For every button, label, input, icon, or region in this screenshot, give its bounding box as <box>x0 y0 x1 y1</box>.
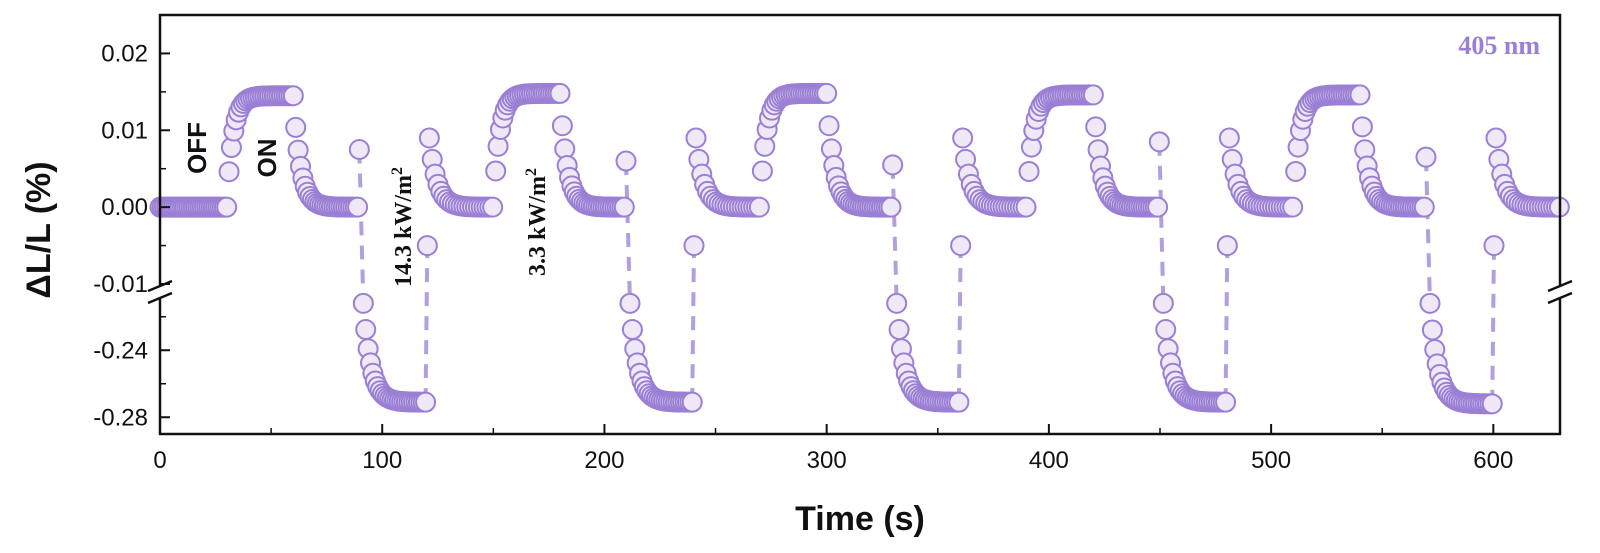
data-point <box>1155 319 1177 341</box>
axis-break-slash <box>1547 291 1573 305</box>
jump-connector <box>690 245 696 403</box>
jump-connector <box>1424 157 1432 304</box>
x-tick-label: 0 <box>153 447 166 474</box>
data-point <box>615 150 637 172</box>
x-tick-label: 100 <box>362 447 402 474</box>
data-point <box>216 196 238 218</box>
data-point <box>282 85 304 107</box>
data-point <box>1421 319 1443 341</box>
jump-connector <box>1157 141 1166 304</box>
jump-connector <box>423 245 430 403</box>
power-high-label: 14.3 kW/m2 <box>389 167 417 287</box>
y-tick-label: -0.01 <box>93 271 148 298</box>
data-point <box>1485 127 1507 149</box>
x-tick-label: 500 <box>1251 447 1291 474</box>
data-layer <box>149 82 1570 415</box>
data-point <box>888 319 910 341</box>
legend-label: 405 nm <box>1458 31 1540 60</box>
power-low-exp: 2 <box>523 168 540 176</box>
data-point <box>1483 235 1505 257</box>
on-label: ON <box>252 139 282 178</box>
data-point <box>355 319 377 341</box>
data-point <box>950 235 972 257</box>
data-point <box>681 391 703 413</box>
data-point <box>1147 196 1169 218</box>
data-point <box>285 116 307 138</box>
data-point <box>880 196 902 218</box>
data-point <box>1082 84 1104 106</box>
data-point <box>1415 146 1437 168</box>
data-point <box>347 196 369 218</box>
data-point <box>621 319 643 341</box>
data-point <box>683 235 705 257</box>
data-point <box>1349 84 1371 106</box>
data-point <box>1085 116 1107 138</box>
data-point <box>886 292 908 314</box>
data-point <box>1216 235 1238 257</box>
axes-layer <box>147 13 1573 436</box>
data-point <box>218 161 240 183</box>
data-point <box>619 292 641 314</box>
x-tick-label: 300 <box>807 447 847 474</box>
data-point <box>416 235 438 257</box>
jump-connector <box>890 164 899 304</box>
off-label: OFF <box>182 122 212 174</box>
y-tick-label: -0.28 <box>93 404 148 431</box>
plot-frame <box>158 13 1562 436</box>
data-point <box>613 196 635 218</box>
data-point <box>1018 160 1040 182</box>
x-axis-title: Time (s) <box>795 500 925 538</box>
data-point <box>1481 393 1503 415</box>
data-point <box>1282 196 1304 218</box>
data-point <box>1351 116 1373 138</box>
y-tick-label: 0.01 <box>101 117 148 144</box>
y-axis-title: ΔL/L (%) <box>20 161 58 298</box>
data-point <box>415 391 437 413</box>
data-point <box>818 115 840 137</box>
data-point <box>1413 196 1435 218</box>
y-tick-label: -0.24 <box>93 337 148 364</box>
power-high-value: 14.3 kW/m <box>391 175 417 287</box>
power-low-value: 3.3 kW/m <box>525 176 551 276</box>
data-point <box>482 196 504 218</box>
x-tick-label: 400 <box>1029 447 1069 474</box>
axis-break-slash <box>147 279 173 293</box>
power-high-exp: 2 <box>389 167 406 175</box>
data-point <box>1015 196 1037 218</box>
data-point <box>952 127 974 149</box>
data-point <box>751 160 773 182</box>
data-point <box>1215 391 1237 413</box>
jump-connector <box>1490 245 1496 404</box>
data-point <box>685 127 707 149</box>
jump-connector <box>1223 245 1230 403</box>
data-point <box>816 82 838 104</box>
power-low-label: 3.3 kW/m2 <box>523 168 551 276</box>
data-point <box>1218 127 1240 149</box>
data-point <box>551 115 573 137</box>
y-tick-label: 0.02 <box>101 40 148 67</box>
ticks-layer: 0 100 200 300 400 500 600 0.02 0.01 0.00 -0.01 -0.2… <box>93 40 1513 474</box>
data-point <box>1148 131 1170 153</box>
jump-connector <box>624 160 632 304</box>
jump-connector <box>357 149 366 304</box>
data-point <box>948 391 970 413</box>
x-tick-label: 200 <box>584 447 624 474</box>
data-point <box>549 82 571 104</box>
axis-break-slash <box>147 291 173 305</box>
axis-break-slash <box>1547 279 1573 293</box>
data-point <box>352 292 374 314</box>
data-point <box>748 196 770 218</box>
data-point <box>348 139 370 160</box>
data-point <box>485 160 507 182</box>
data-point <box>1419 292 1441 314</box>
y-tick-label: 0.00 <box>101 194 148 221</box>
data-point <box>882 154 904 176</box>
jump-connector <box>956 245 963 403</box>
data-point <box>418 127 440 149</box>
x-tick-label: 600 <box>1473 447 1513 474</box>
data-point <box>1152 292 1174 314</box>
data-point <box>1285 160 1307 182</box>
